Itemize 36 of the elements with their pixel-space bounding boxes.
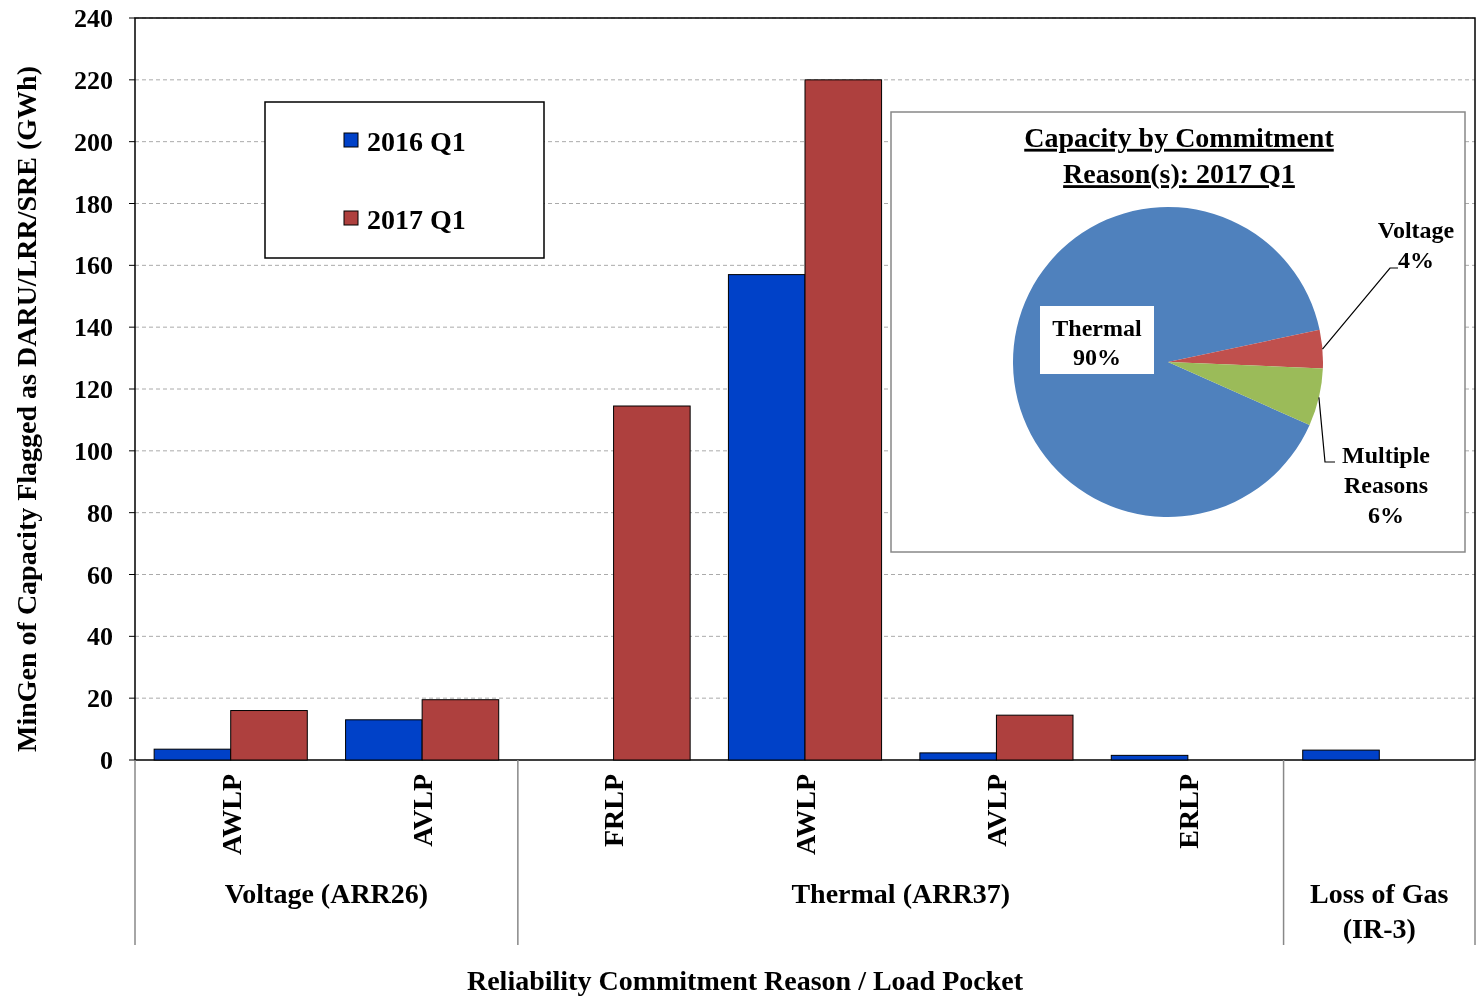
y-tick-label: 0: [100, 746, 113, 776]
data-label: 6%: [1368, 502, 1404, 529]
y-axis-title: MinGen of Capacity Flagged as DARU/LRR/SRE (GWh): [10, 65, 42, 753]
y-tick-label: 160: [74, 251, 113, 281]
text: Thermal (ARR37): [791, 877, 1010, 909]
pie-slice: [1168, 362, 1323, 426]
x-tick-label: AVLP: [406, 774, 438, 847]
text: Voltage (ARR26): [224, 877, 429, 909]
y-tick-label: 20: [87, 684, 113, 714]
y-tick-label: 240: [74, 4, 113, 34]
y-tick-label: 100: [74, 436, 113, 466]
x-tick-label: AVLP: [981, 774, 1013, 847]
data-label: 4%: [1398, 247, 1434, 274]
x-tick-label: ERLP: [1172, 774, 1204, 849]
slice-label: Multiple Reasons: [1342, 442, 1431, 499]
legend-label: 2016 Q1: [367, 125, 466, 157]
y-tick-label: 180: [74, 189, 113, 219]
y-tick-label: 60: [87, 560, 113, 590]
y-tick-label: 120: [74, 375, 113, 405]
y-tick-label: 40: [87, 622, 113, 652]
x-axis-title: Reliability Commitment Reason / Load Pocket: [466, 965, 1024, 996]
pie-slice: [1013, 207, 1320, 517]
legend-label: 2017 Q1: [367, 203, 466, 235]
y-tick-label: 140: [74, 313, 113, 343]
pie-slice: [1168, 329, 1323, 369]
x-tick-label: FRLP: [598, 774, 630, 848]
y-tick-label: 220: [74, 65, 113, 95]
text: Loss of Gas (IR-3): [1310, 877, 1449, 944]
x-tick-label: AWLP: [789, 774, 821, 855]
x-tick-label: AWLP: [215, 774, 247, 855]
slice-label: Voltage: [1377, 217, 1455, 244]
data-label: 90%: [1073, 344, 1121, 371]
y-tick-label: 200: [74, 127, 113, 157]
slice-label: Thermal: [1052, 315, 1142, 342]
y-tick-label: 80: [87, 498, 113, 528]
chart-title: Capacity by Commitment Reason(s): 2017 Q1: [1024, 121, 1335, 190]
